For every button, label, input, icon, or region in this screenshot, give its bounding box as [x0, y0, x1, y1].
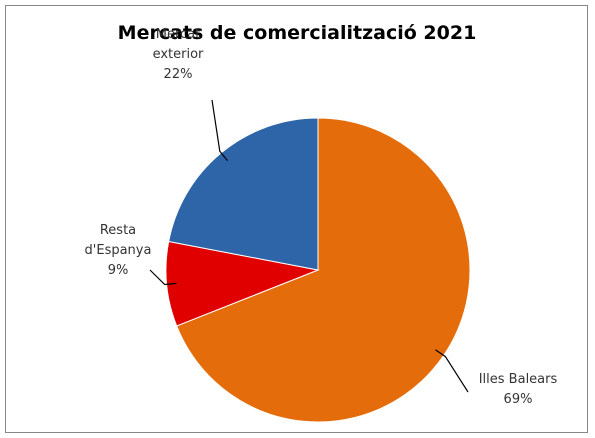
leader-lines — [149, 99, 469, 393]
slice-category-label: Resta — [100, 223, 136, 238]
slice-value-label: 22% — [164, 67, 193, 82]
leader-line — [149, 269, 177, 286]
chart-title: Mercats de comercialització 2021 — [118, 22, 477, 44]
slice-category-label: exterior — [153, 47, 204, 62]
slice-category-label: Mercat — [156, 27, 200, 42]
leader-line — [211, 99, 228, 161]
leader-line — [435, 349, 469, 393]
slice-category-label: d'Espanya — [85, 243, 152, 258]
slice-labels: Illes Balears 69% Resta d'Espanya 9% Mercat ex… — [85, 27, 558, 407]
slice-value-label: 69% — [504, 392, 533, 407]
slice-category-label: Illes Balears — [479, 372, 558, 387]
pie-slices — [165, 117, 471, 423]
slice-value-label: 9% — [108, 263, 129, 278]
